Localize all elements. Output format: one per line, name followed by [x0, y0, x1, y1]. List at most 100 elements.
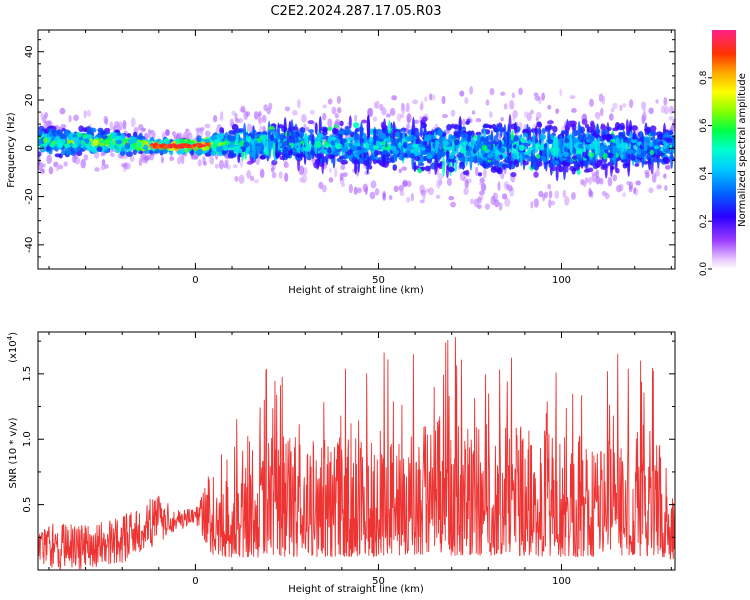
spectral-cell — [295, 153, 302, 158]
spectral-cell — [227, 152, 235, 159]
spectral-speck — [469, 198, 475, 205]
spectral-cell — [527, 146, 532, 153]
spectral-speck — [463, 187, 469, 196]
spectral-speck — [490, 195, 496, 206]
spectral-speck — [548, 190, 553, 199]
spectral-speck — [484, 203, 490, 210]
spectral-speck — [322, 112, 327, 121]
spectral-speck — [534, 95, 541, 101]
spectral-cell — [115, 139, 123, 145]
spectral-speck — [599, 177, 604, 185]
spectral-cell — [223, 144, 229, 151]
spectral-peak — [161, 143, 167, 147]
spectral-cell — [648, 157, 652, 171]
spectral-cell — [65, 148, 72, 156]
spectral-cell — [583, 169, 590, 173]
spectral-speck — [616, 184, 622, 193]
spectral-speck — [612, 102, 618, 110]
spectral-cell — [217, 145, 225, 151]
spectral-speck — [246, 169, 252, 179]
spectral-cell — [228, 130, 235, 135]
spectral-speck — [518, 87, 523, 96]
spectral-cell — [567, 120, 574, 125]
spectral-speck — [259, 168, 265, 179]
spectral-cell — [572, 167, 577, 172]
spectral-speck — [331, 106, 337, 115]
spectral-speck — [339, 172, 344, 181]
spectral-cell — [180, 146, 185, 154]
spectral-cell — [339, 120, 344, 127]
spectral-cell — [505, 163, 512, 169]
colorbar-tick-label: 0.0 — [699, 262, 709, 277]
spectral-cell — [242, 141, 250, 148]
spectral-cell — [446, 123, 452, 131]
spectral-cell — [348, 115, 352, 129]
spectral-cell — [531, 156, 538, 161]
spectral-cell — [235, 133, 239, 145]
spectral-speck — [543, 191, 549, 199]
spectral-speck — [122, 120, 127, 130]
spectral-cell — [413, 156, 421, 162]
spectral-cell — [467, 135, 472, 143]
spectral-speck — [284, 106, 291, 112]
spectral-speck — [431, 94, 436, 101]
spectral-speck — [502, 193, 508, 200]
spectrogram-xtick-label: 0 — [192, 275, 198, 286]
spectral-cell — [189, 148, 195, 156]
spectral-speck — [240, 105, 246, 113]
spectral-cell — [318, 116, 322, 135]
spectral-cell — [513, 135, 519, 142]
spectral-cell — [615, 138, 620, 145]
spectral-cell — [438, 136, 444, 144]
spectral-cell — [522, 132, 529, 138]
spectral-cell — [143, 144, 149, 151]
spectral-cell — [614, 122, 621, 130]
spectral-cell — [477, 172, 483, 177]
spectral-peak — [197, 142, 203, 146]
spectral-speck — [223, 163, 229, 169]
spectrogram-panel: 0 50 100 -40 -20 0 20 40 Height of straight lin… — [6, 29, 676, 296]
spectral-cell — [413, 161, 417, 173]
spectral-cell — [443, 146, 450, 151]
spectral-cell — [564, 123, 571, 131]
spectral-cell — [420, 166, 426, 171]
spectral-speck — [475, 166, 479, 177]
spectral-cell — [540, 155, 545, 160]
spectral-speck — [485, 99, 490, 106]
spectral-speck — [353, 186, 358, 196]
spectral-cell — [600, 145, 605, 152]
spectral-cell — [319, 148, 326, 153]
spectral-cell — [487, 124, 493, 129]
spectral-cell — [552, 125, 558, 133]
spectral-speck — [389, 107, 396, 116]
spectral-cell — [243, 122, 247, 144]
spectral-speck — [42, 163, 46, 168]
spectral-cell — [119, 150, 126, 157]
spectral-speck — [497, 181, 501, 191]
spectral-cell — [533, 171, 539, 178]
spectral-speck — [398, 168, 402, 174]
spectral-cell — [532, 131, 536, 157]
spectral-cell — [584, 144, 590, 149]
spectral-cell — [548, 162, 554, 169]
spectral-cell — [259, 154, 266, 160]
spectral-cell — [65, 144, 71, 148]
spectral-speck — [628, 184, 633, 193]
spectral-cell — [185, 138, 192, 145]
spectral-cell — [602, 152, 608, 160]
spectral-speck — [589, 98, 594, 107]
spectral-cell — [76, 146, 83, 153]
spectral-speck — [554, 190, 560, 199]
spectral-cell — [669, 155, 675, 160]
spectral-speck — [523, 111, 529, 119]
spectral-speck — [608, 113, 614, 121]
spectral-speck — [354, 114, 358, 122]
snr-scale-exponent: 4 — [6, 335, 14, 340]
snr-xtick-label: 0 — [192, 576, 198, 587]
spectral-speck — [212, 114, 218, 123]
spectral-cell — [272, 137, 278, 143]
spectral-cell — [314, 122, 318, 135]
spectral-cell — [451, 141, 455, 153]
spectral-cell — [385, 132, 392, 137]
spectral-speck — [215, 127, 219, 135]
